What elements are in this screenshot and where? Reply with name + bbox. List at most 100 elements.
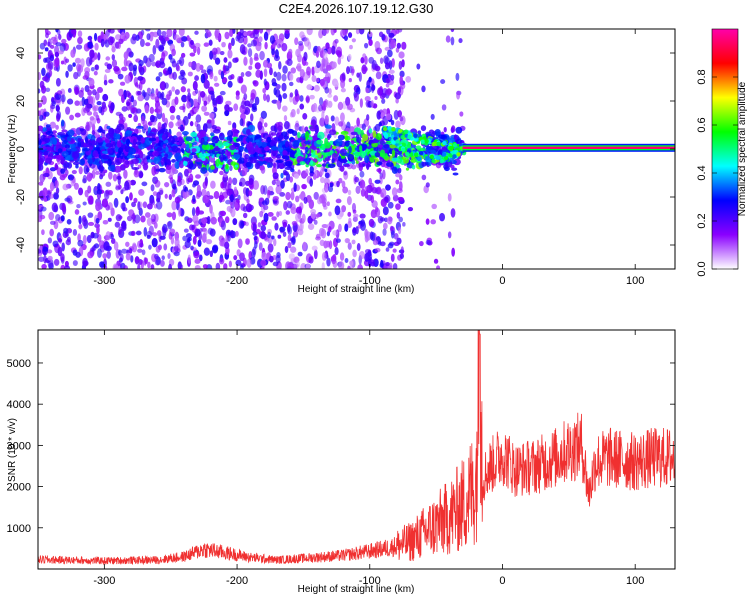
spectrogram-cell bbox=[75, 164, 79, 169]
spectrogram-cell bbox=[326, 134, 331, 141]
spectrogram-cell bbox=[103, 79, 108, 86]
spectrogram-cell bbox=[171, 200, 177, 211]
spectrogram-cell bbox=[248, 178, 254, 185]
spectrogram-cell bbox=[38, 256, 45, 262]
spectrogram-cell bbox=[305, 96, 310, 103]
spectrogram-cell bbox=[168, 121, 174, 129]
spectrogram-cell bbox=[324, 98, 328, 108]
spectrogram-cell bbox=[154, 179, 161, 188]
spectrogram-cell bbox=[82, 174, 87, 184]
spectrogram-cell bbox=[400, 135, 405, 140]
spectrogram-cell bbox=[316, 139, 324, 145]
spectrogram-cell bbox=[259, 165, 265, 171]
spectrogram-cell bbox=[296, 63, 302, 72]
spectrogram-cell bbox=[220, 220, 226, 231]
spectrogram-cell bbox=[269, 255, 274, 263]
spectrogram-cell bbox=[391, 187, 398, 197]
spectrogram-cell bbox=[72, 62, 76, 67]
spectrogram-cell bbox=[413, 152, 419, 157]
spectrogram-cell bbox=[296, 108, 300, 115]
spectrogram-cell bbox=[48, 211, 55, 221]
spectrogram-cell bbox=[144, 212, 151, 218]
spectrogram-cell bbox=[395, 139, 400, 144]
spectrogram-cell bbox=[141, 249, 146, 256]
spectrogram-cell bbox=[354, 147, 359, 151]
spectrogram-cell bbox=[96, 225, 100, 235]
spectrogram-cell bbox=[215, 95, 222, 105]
spectrogram-cell bbox=[225, 163, 229, 170]
spectrogram-cell bbox=[153, 156, 160, 164]
spectrogram-cell bbox=[102, 219, 109, 225]
spectrogram-cell bbox=[172, 71, 178, 80]
spectrogram-cell bbox=[299, 69, 305, 79]
spectrogram-cell bbox=[321, 163, 327, 167]
spectrogram-cell bbox=[190, 131, 198, 138]
spectrogram-cell bbox=[310, 208, 317, 215]
spectrogram-cell bbox=[101, 101, 107, 110]
spectrogram-cell bbox=[211, 117, 215, 128]
snr-x-axis-label: Height of straight line (km) bbox=[298, 584, 415, 595]
spectrogram-cell bbox=[263, 31, 269, 41]
spectrogram-cell bbox=[302, 152, 306, 159]
spectrogram-cell bbox=[193, 107, 199, 113]
spectrogram-cell bbox=[47, 258, 54, 269]
spectrogram-cell bbox=[316, 60, 321, 69]
spectrogram-cell bbox=[297, 251, 303, 257]
spectrogram-cell bbox=[75, 44, 83, 50]
spectrogram-cell bbox=[206, 216, 211, 225]
spectrogram-cell bbox=[289, 237, 296, 242]
spectrogram-cell bbox=[258, 29, 264, 34]
spectrogram-cell bbox=[209, 204, 213, 214]
spectrogram-cell bbox=[215, 158, 220, 167]
spectrogram-cell bbox=[166, 212, 173, 218]
spectrogram-cell bbox=[163, 243, 168, 251]
spectrogram-cell bbox=[325, 29, 330, 34]
spectrogram-cell bbox=[192, 80, 198, 91]
spectrogram-cell bbox=[395, 203, 401, 210]
spectrogram-cell bbox=[365, 87, 370, 94]
spectrogram-cell bbox=[98, 240, 105, 249]
spectrogram-cell bbox=[161, 255, 165, 261]
spectrogram-cell bbox=[356, 117, 360, 128]
spectrogram-cell bbox=[343, 170, 349, 180]
spectrogram-cell bbox=[87, 221, 95, 226]
spectrogram-cell bbox=[163, 122, 167, 129]
spectrogram-cell bbox=[235, 138, 240, 142]
spectrogram-cell bbox=[267, 211, 274, 217]
spectrogram-cell bbox=[272, 198, 280, 206]
spectrogram-cell bbox=[39, 214, 46, 220]
spectrogram-cell bbox=[180, 41, 185, 48]
spectrogram-cell bbox=[124, 160, 130, 165]
spectrogram-cell bbox=[102, 93, 109, 102]
spectrogram-cell bbox=[38, 102, 43, 108]
spectrogram-cell bbox=[112, 141, 116, 150]
spectrogram-cell bbox=[70, 29, 77, 35]
spectrogram-cell bbox=[326, 201, 330, 207]
spectrogram-cell bbox=[209, 250, 214, 258]
spectrogram-cell bbox=[246, 198, 250, 204]
spectrogram-cell bbox=[452, 142, 458, 148]
spectrogram-cell bbox=[405, 151, 410, 157]
spectrogram-cell bbox=[359, 251, 365, 260]
spectrogram-cell bbox=[243, 56, 248, 66]
spectrogram-cell bbox=[340, 88, 346, 93]
spectrogram-cell bbox=[128, 113, 133, 119]
spectrogram-cell bbox=[319, 78, 325, 87]
spectrogram-cell bbox=[286, 200, 293, 209]
spectrogram-cell bbox=[149, 199, 156, 206]
spectrogram-cell bbox=[117, 73, 124, 80]
spectrogram-cell bbox=[54, 164, 59, 170]
spectrogram-cell bbox=[155, 88, 159, 97]
spectrogram-cell bbox=[98, 165, 105, 172]
spectrogram-cell bbox=[150, 184, 155, 192]
spectrogram-cell bbox=[186, 101, 192, 109]
spectrogram-cell bbox=[107, 217, 112, 222]
figure-title: C2E4.2026.107.19.12.G30 bbox=[279, 1, 434, 16]
spectrogram-cell bbox=[336, 180, 340, 188]
spectrogram-cell bbox=[149, 114, 155, 123]
spectrogram-cell bbox=[63, 163, 68, 171]
spectrogram-cell bbox=[364, 155, 370, 164]
spectrogram-cell bbox=[389, 225, 394, 232]
spectrogram-cell bbox=[390, 253, 395, 262]
spectrogram-cell bbox=[139, 242, 144, 248]
